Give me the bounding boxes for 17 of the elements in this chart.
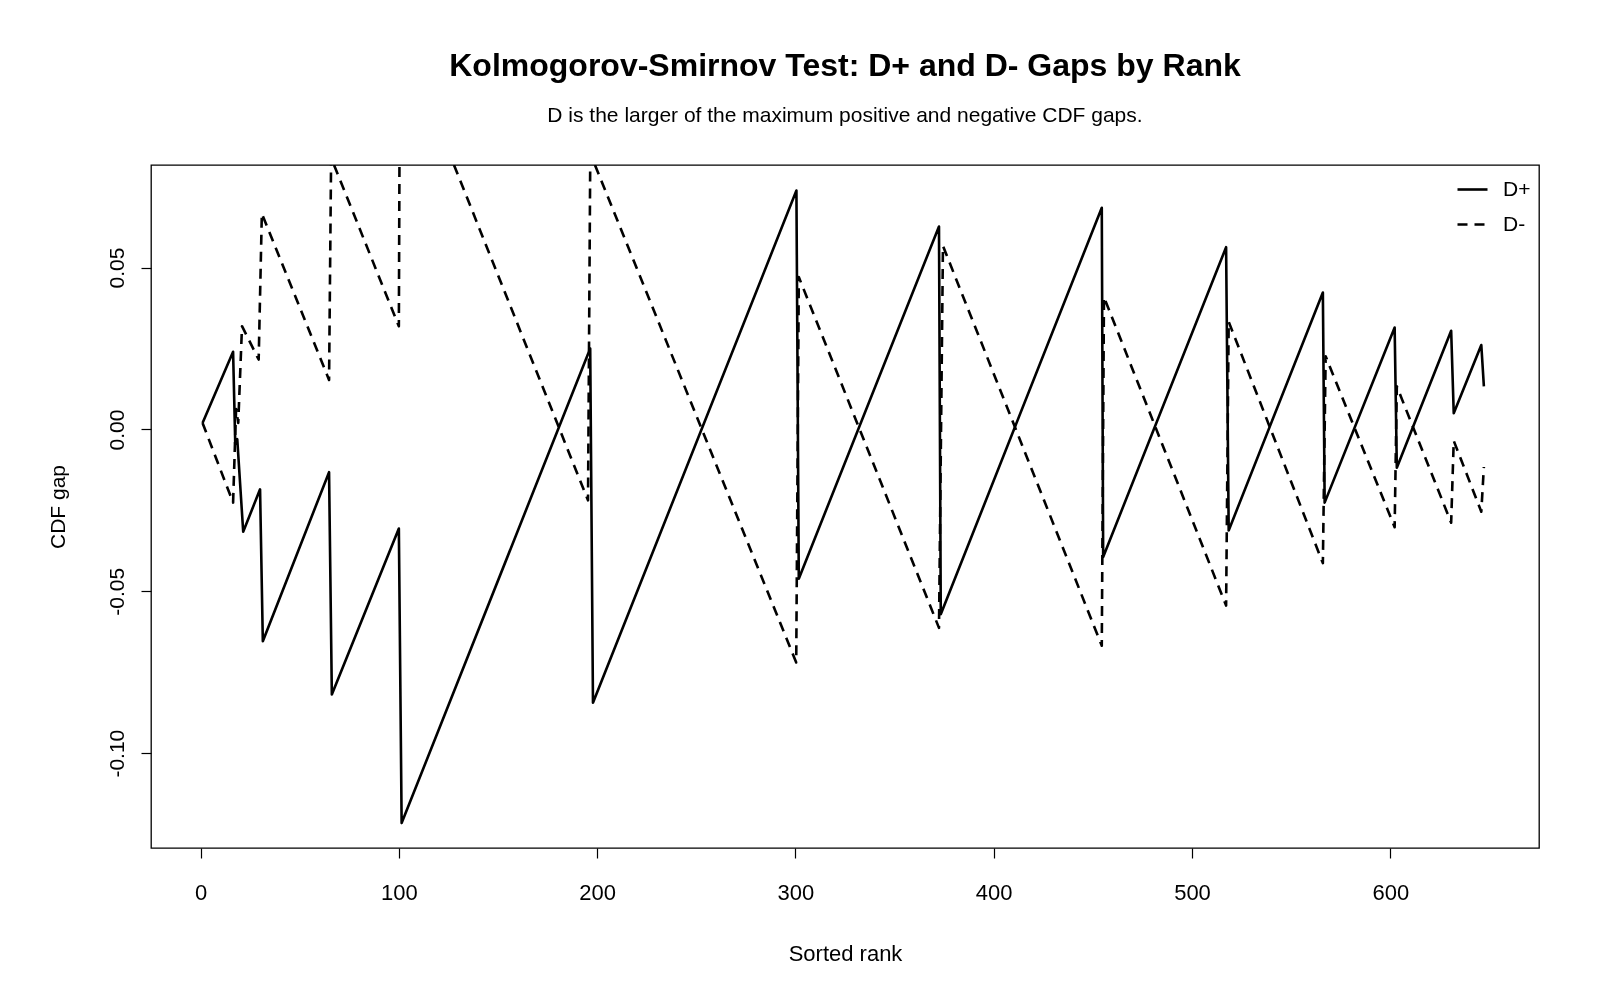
chart-title: Kolmogorov-Smirnov Test: D+ and D- Gaps by Rank <box>449 47 1241 83</box>
x-tick-label: 200 <box>579 879 616 905</box>
x-axis-title: Sorted rank <box>788 940 904 966</box>
x-tick-label: 100 <box>381 879 418 905</box>
legend-label: D+ <box>1503 176 1531 200</box>
chart-subtitle: D is the larger of the maximum positive and negative CDF gaps. <box>547 103 1143 126</box>
y-tick-label: 0.05 <box>104 247 128 289</box>
x-tick-label: 300 <box>777 879 815 905</box>
y-tick-label: -0.05 <box>104 567 128 616</box>
y-axis-title: CDF gap <box>45 464 69 550</box>
x-tick-label: 0 <box>194 879 208 905</box>
x-tick-label: 400 <box>975 879 1013 905</box>
legend-label: D- <box>1503 211 1526 235</box>
x-tick-label: 500 <box>1174 879 1211 905</box>
y-tick-label: 0.00 <box>104 409 128 451</box>
y-tick-label: -0.10 <box>104 729 128 778</box>
x-tick-label: 600 <box>1372 879 1410 905</box>
